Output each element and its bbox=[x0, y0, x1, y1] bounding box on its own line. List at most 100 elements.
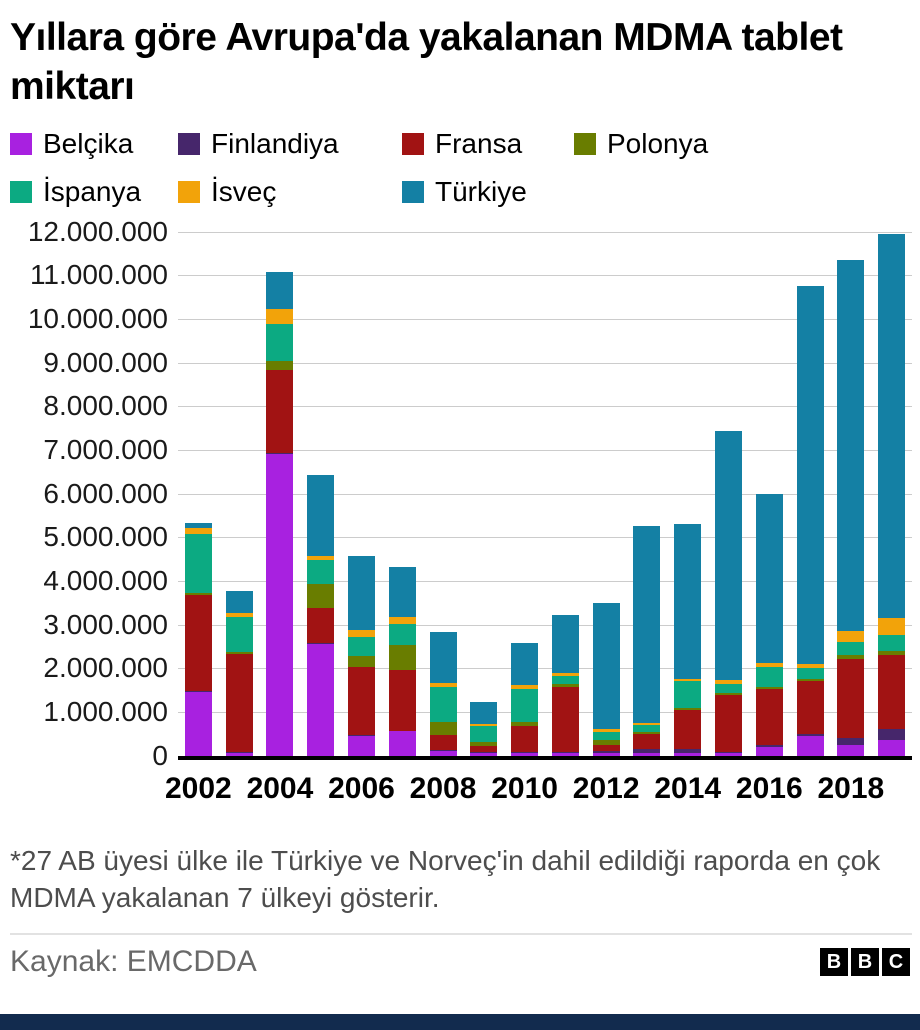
legend-item-Finlandiya: Finlandiya bbox=[178, 128, 402, 160]
segment-İspanya bbox=[878, 635, 906, 651]
segment-Belçika bbox=[592, 753, 620, 756]
segment-İspanya bbox=[633, 724, 661, 732]
segment-İspanya bbox=[429, 686, 457, 722]
legend-swatch bbox=[574, 132, 596, 155]
bar-2012 bbox=[586, 232, 627, 756]
segment-Fransa bbox=[837, 659, 865, 739]
y-tick-label: 9.000.000 bbox=[43, 346, 168, 378]
segment-Türkiye bbox=[184, 523, 212, 528]
bar-2019 bbox=[871, 232, 912, 756]
gridline bbox=[178, 275, 912, 277]
legend-swatch bbox=[402, 180, 424, 203]
segment-İspanya bbox=[348, 636, 376, 657]
segment-Polonya bbox=[837, 655, 865, 660]
legend-item-Fransa: Fransa bbox=[402, 128, 574, 160]
bar-2016 bbox=[749, 232, 790, 756]
segment-İspanya bbox=[388, 623, 416, 646]
segment-Türkiye bbox=[633, 526, 661, 723]
segment-İsveç bbox=[837, 631, 865, 642]
segment-Finlandiya bbox=[388, 730, 416, 732]
y-tick-label: 3.000.000 bbox=[43, 608, 168, 640]
bar-2018 bbox=[831, 232, 872, 756]
segment-Polonya bbox=[388, 645, 416, 670]
y-tick-label: 2.000.000 bbox=[43, 652, 168, 684]
segment-Polonya bbox=[429, 721, 457, 735]
bbc-logo-letter: B bbox=[820, 948, 848, 977]
x-tick-label: 2006 bbox=[328, 771, 395, 805]
segment-Belçika bbox=[184, 692, 212, 756]
plot-area bbox=[178, 231, 912, 760]
segment-Belçika bbox=[551, 753, 579, 756]
segment-İspanya bbox=[796, 668, 824, 680]
segment-İsveç bbox=[878, 618, 906, 636]
bar-stack bbox=[592, 232, 620, 756]
segment-Türkiye bbox=[878, 233, 906, 618]
segment-Türkiye bbox=[348, 556, 376, 631]
segment-İsveç bbox=[551, 673, 579, 676]
segment-Fransa bbox=[388, 669, 416, 731]
segment-Polonya bbox=[715, 693, 743, 696]
bar-stack bbox=[674, 232, 702, 756]
segment-Belçika bbox=[348, 735, 376, 756]
bar-2006 bbox=[341, 232, 382, 756]
gridline bbox=[178, 668, 912, 670]
segment-Fransa bbox=[429, 735, 457, 751]
segment-Fransa bbox=[225, 654, 253, 753]
x-tick-label: 2004 bbox=[246, 771, 314, 805]
segment-Fransa bbox=[633, 733, 661, 749]
legend-item-İspanya: İspanya bbox=[10, 176, 178, 208]
legend-item-Türkiye: Türkiye bbox=[402, 176, 574, 208]
x-tick-label: 2018 bbox=[817, 771, 885, 805]
segment-Belçika bbox=[796, 735, 824, 756]
segment-Finlandiya bbox=[551, 752, 579, 754]
segment-Fransa bbox=[348, 667, 376, 735]
bar-stack bbox=[715, 232, 743, 756]
segment-Polonya bbox=[755, 686, 783, 689]
segment-İspanya bbox=[307, 559, 335, 584]
y-tick-label: 6.000.000 bbox=[43, 477, 168, 509]
bar-2010 bbox=[504, 232, 545, 756]
segment-Fransa bbox=[266, 369, 294, 453]
legend-label: İsveç bbox=[211, 175, 277, 207]
bar-stack bbox=[388, 232, 416, 756]
legend-swatch bbox=[10, 132, 32, 155]
segment-Fransa bbox=[592, 744, 620, 752]
segment-Belçika bbox=[307, 644, 335, 756]
bar-2011 bbox=[545, 232, 586, 756]
segment-İsveç bbox=[184, 527, 212, 535]
bar-stack bbox=[796, 232, 824, 756]
segment-Fransa bbox=[307, 607, 335, 643]
segment-Fransa bbox=[878, 655, 906, 730]
legend-label: Fransa bbox=[435, 127, 523, 159]
gridline bbox=[178, 362, 912, 364]
segment-İspanya bbox=[470, 726, 498, 742]
segment-Fransa bbox=[715, 695, 743, 753]
segment-Türkiye bbox=[388, 566, 416, 618]
bar-2015 bbox=[708, 232, 749, 756]
bar-stack bbox=[633, 232, 661, 756]
segment-Finlandiya bbox=[307, 642, 335, 645]
legend-swatch bbox=[178, 180, 200, 203]
segment-İspanya bbox=[511, 689, 539, 722]
bar-2004 bbox=[260, 232, 301, 756]
segment-Fransa bbox=[551, 686, 579, 753]
segment-Türkiye bbox=[551, 614, 579, 674]
segment-İsveç bbox=[592, 729, 620, 732]
legend-label: Türkiye bbox=[435, 175, 527, 207]
chart: 12.000.000 11.000.000 10.000.000 9.000.000 8… bbox=[10, 216, 912, 812]
x-tick-label: 2014 bbox=[654, 771, 722, 805]
segment-Türkiye bbox=[266, 271, 294, 309]
segment-Fransa bbox=[470, 745, 498, 753]
bar-2008 bbox=[423, 232, 464, 756]
bar-stack bbox=[470, 232, 498, 756]
segment-Belçika bbox=[266, 454, 294, 756]
y-tick-label: 11.000.000 bbox=[29, 259, 168, 291]
segment-Türkiye bbox=[592, 602, 620, 730]
segment-Finlandiya bbox=[755, 745, 783, 747]
segment-Polonya bbox=[470, 741, 498, 746]
segment-Finlandiya bbox=[878, 729, 906, 741]
bar-2017 bbox=[790, 232, 831, 756]
bar-2009 bbox=[463, 232, 504, 756]
segment-Finlandiya bbox=[674, 748, 702, 754]
